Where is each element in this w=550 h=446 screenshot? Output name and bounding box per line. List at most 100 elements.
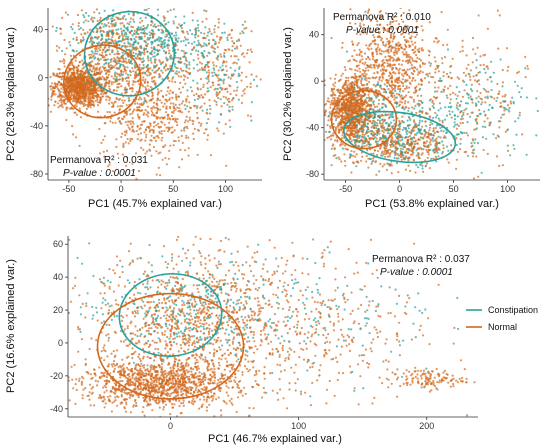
point-normal <box>101 95 105 98</box>
point-normal <box>389 164 392 167</box>
point-normal <box>120 69 123 72</box>
point-constipation <box>392 124 395 128</box>
point-normal <box>246 114 250 117</box>
point-normal <box>72 64 75 67</box>
point-constipation <box>175 70 178 73</box>
point-normal <box>465 67 468 70</box>
point-normal <box>159 174 162 177</box>
point-normal <box>136 55 139 58</box>
point-constipation <box>108 29 111 32</box>
point-constipation <box>152 25 155 28</box>
point-normal <box>78 107 81 110</box>
point-constipation <box>91 37 94 40</box>
point-normal <box>82 36 85 39</box>
point-normal <box>243 55 246 58</box>
point-constipation <box>330 147 333 150</box>
point-normal <box>416 48 419 52</box>
point-normal <box>59 32 62 35</box>
point-normal <box>355 53 358 57</box>
point-constipation <box>170 32 174 35</box>
point-normal <box>143 120 146 123</box>
point-normal <box>82 104 85 108</box>
point-constipation <box>512 144 515 147</box>
point-normal <box>111 105 114 108</box>
point-constipation <box>398 90 402 93</box>
point-normal <box>83 85 86 88</box>
point-constipation <box>83 16 86 19</box>
point-normal <box>450 116 453 119</box>
point-normal <box>183 129 186 132</box>
point-normal <box>192 94 196 97</box>
point-normal <box>199 124 202 127</box>
point-normal <box>80 73 83 76</box>
point-constipation <box>132 20 136 23</box>
point-normal <box>160 101 163 104</box>
point-constipation <box>403 143 406 146</box>
point-normal <box>376 46 379 49</box>
point-normal <box>350 149 353 153</box>
point-constipation <box>229 66 232 69</box>
point-normal <box>122 70 125 73</box>
point-normal <box>231 45 234 48</box>
point-constipation <box>453 118 457 121</box>
point-normal <box>115 96 118 100</box>
point-constipation <box>121 32 124 35</box>
point-normal <box>152 105 155 108</box>
point-normal <box>58 93 61 97</box>
point-normal <box>86 31 89 34</box>
point-normal <box>162 61 165 64</box>
point-normal <box>61 16 64 19</box>
point-normal <box>411 106 414 109</box>
point-normal <box>150 139 153 142</box>
point-constipation <box>457 108 460 111</box>
point-normal <box>113 24 116 27</box>
point-constipation <box>250 101 253 104</box>
point-constipation <box>223 55 226 59</box>
point-normal <box>324 109 327 112</box>
point-constipation <box>418 121 421 124</box>
point-normal <box>97 47 100 50</box>
point-constipation <box>94 50 97 53</box>
point-constipation <box>191 19 194 22</box>
point-constipation <box>370 132 373 135</box>
point-normal <box>389 145 392 148</box>
point-normal <box>474 79 477 82</box>
point-normal <box>150 32 153 35</box>
point-constipation <box>103 23 106 26</box>
point-constipation <box>515 133 518 136</box>
point-constipation <box>484 96 487 99</box>
point-constipation <box>122 29 125 32</box>
point-constipation <box>208 104 211 107</box>
point-constipation <box>100 33 103 36</box>
point-normal <box>153 75 156 79</box>
point-normal <box>166 10 169 13</box>
point-normal <box>477 14 480 17</box>
point-normal <box>58 72 61 75</box>
point-normal <box>400 73 404 76</box>
point-constipation <box>157 14 160 17</box>
point-normal <box>469 95 472 98</box>
point-normal <box>230 99 234 102</box>
point-constipation <box>252 78 256 81</box>
point-normal <box>110 42 113 45</box>
point-normal <box>107 69 110 72</box>
point-normal <box>202 83 205 86</box>
point-normal <box>496 9 499 12</box>
point-constipation <box>404 126 407 130</box>
point-constipation <box>518 91 521 94</box>
point-normal <box>61 106 64 109</box>
point-constipation <box>207 89 210 93</box>
point-constipation <box>130 29 133 32</box>
point-normal <box>56 82 59 85</box>
point-normal <box>86 103 89 106</box>
point-normal <box>178 166 181 169</box>
point-normal <box>148 148 151 151</box>
point-normal <box>497 47 500 50</box>
point-normal <box>142 66 145 69</box>
point-constipation <box>168 36 171 39</box>
point-normal <box>49 76 52 79</box>
point-normal <box>386 62 389 65</box>
point-normal <box>414 35 417 39</box>
point-normal <box>149 23 153 27</box>
point-normal <box>128 31 131 34</box>
